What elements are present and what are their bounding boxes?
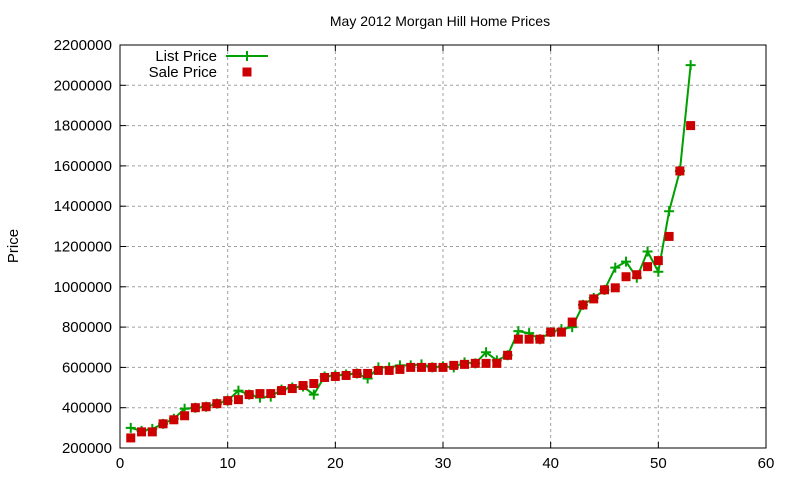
y-tick-label: 1800000	[54, 118, 112, 135]
sale-price-point	[589, 294, 599, 304]
sale-price-point	[470, 358, 480, 368]
sale-price-point	[266, 389, 276, 399]
sale-price-point	[406, 362, 416, 372]
legend-label-sale-price: Sale Price	[149, 64, 217, 81]
x-tick-label: 30	[435, 455, 452, 472]
list-price-point	[610, 262, 621, 273]
legend-label-list-price: List Price	[155, 48, 217, 65]
x-tick-label: 10	[219, 455, 236, 472]
legend-marker-list-price	[242, 51, 252, 61]
list-price-line	[130, 65, 692, 432]
list-price-point	[125, 422, 136, 433]
sale-price-point	[427, 362, 437, 372]
sale-price-point	[653, 256, 663, 266]
sale-price-point	[330, 371, 340, 381]
sale-price-point	[298, 381, 308, 391]
sale-price-point	[503, 350, 513, 360]
sale-price-point	[137, 427, 147, 437]
list-price-point	[513, 326, 524, 337]
sale-price-point	[610, 283, 620, 293]
sale-price-point	[341, 370, 351, 380]
x-tick-label: 20	[327, 455, 344, 472]
sale-price-point	[309, 379, 319, 389]
y-tick-label: 1600000	[54, 158, 112, 175]
sale-price-point	[675, 166, 685, 176]
sale-price-point	[320, 372, 330, 382]
sale-price-point	[277, 386, 286, 396]
grid	[120, 45, 766, 448]
list-price-point	[233, 385, 244, 396]
sale-price-point	[632, 270, 642, 280]
sale-price-point	[255, 389, 265, 399]
sale-price-point	[416, 362, 426, 372]
sale-price-point	[190, 403, 200, 413]
y-tick-label: 400000	[62, 400, 112, 417]
sale-price-point	[686, 121, 696, 131]
sale-price-point	[546, 327, 556, 337]
sale-price-point	[201, 402, 211, 412]
list-price-point	[308, 389, 319, 400]
list-price-point	[642, 246, 653, 257]
y-tick-label: 1400000	[54, 198, 112, 215]
list-price-point	[685, 60, 696, 71]
y-tick-label: 800000	[62, 319, 112, 336]
sale-price-point	[460, 359, 470, 369]
sale-price-point	[449, 360, 459, 370]
list-price-point	[621, 256, 632, 267]
y-tick-label: 1200000	[54, 239, 112, 256]
x-tick-label: 0	[116, 455, 124, 472]
sale-price-point	[212, 399, 222, 409]
y-tick-label: 2000000	[54, 77, 112, 94]
sale-price-point	[535, 334, 545, 344]
sale-price-point	[556, 327, 566, 337]
sale-price-point	[126, 433, 136, 443]
plot-frame	[119, 44, 767, 449]
sale-price-point	[492, 358, 502, 368]
sale-price-point	[600, 285, 609, 295]
sale-price-point	[567, 317, 577, 327]
sale-price-point	[373, 365, 383, 375]
sale-price-point	[621, 272, 631, 282]
sale-price-point	[233, 395, 243, 405]
sale-price-point	[287, 384, 297, 394]
sale-price-point	[363, 368, 373, 378]
y-tick-label: 1000000	[54, 279, 112, 296]
list-price-point	[481, 347, 492, 358]
list-price-point	[664, 206, 675, 217]
sale-price-point	[513, 334, 523, 344]
sale-price-point	[395, 364, 405, 374]
sale-price-point	[223, 396, 233, 406]
sale-price-point	[169, 415, 179, 425]
sale-price-point	[524, 334, 534, 344]
y-tick-label: 200000	[62, 440, 112, 457]
y-tick-label: 600000	[62, 359, 112, 376]
y-axis-label: Price	[5, 229, 22, 263]
chart-title: May 2012 Morgan Hill Home Prices	[330, 13, 550, 29]
sale-price-point	[352, 368, 362, 378]
sale-price-point	[244, 390, 254, 400]
sale-price-point	[147, 427, 157, 437]
x-tick-label: 40	[542, 455, 559, 472]
sale-price-point	[481, 358, 491, 368]
x-tick-label: 60	[758, 455, 775, 472]
sale-price-point	[158, 419, 168, 429]
sale-price-point	[438, 362, 448, 372]
list-price-point	[653, 266, 664, 277]
sale-price-point	[664, 231, 674, 241]
legend: List Price Sale Price	[149, 48, 268, 81]
x-tick-label: 50	[650, 455, 667, 472]
series-layer	[125, 60, 696, 443]
legend-marker-sale-price	[242, 67, 252, 77]
y-tick-label: 2200000	[54, 37, 112, 54]
sale-price-point	[578, 300, 588, 310]
axis-ticks: 0 10 20 30 40 50 60 200000 400000 600000 800000 100…	[54, 37, 775, 472]
sale-price-point	[180, 411, 190, 421]
sale-price-point	[384, 365, 394, 375]
sale-price-point	[643, 262, 653, 272]
